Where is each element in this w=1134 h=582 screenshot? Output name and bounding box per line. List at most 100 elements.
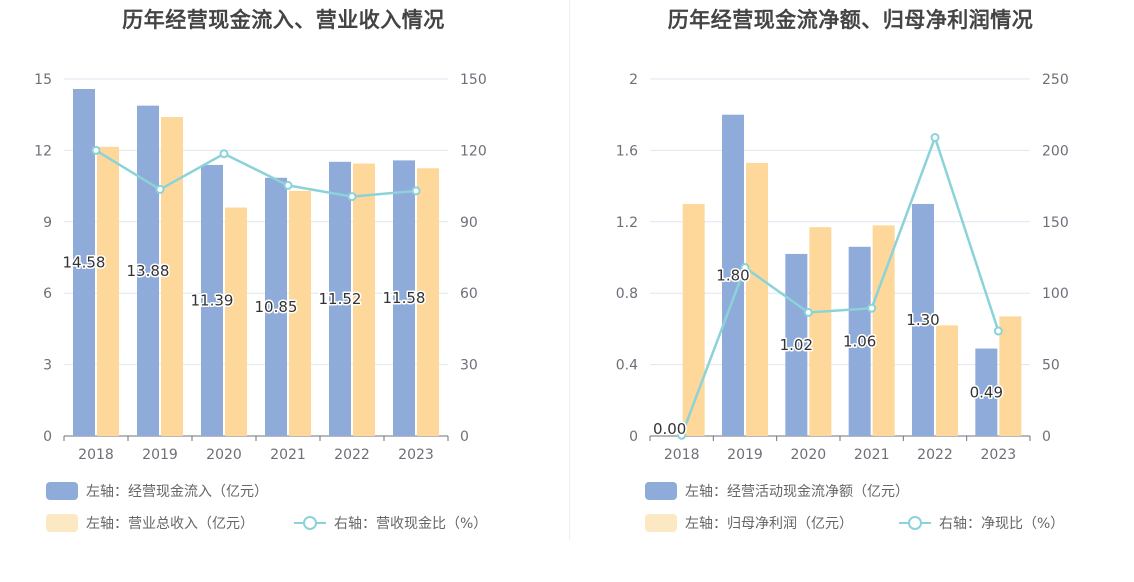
bar-series1 [975,348,998,436]
bar-series2 [161,117,183,436]
y-tick-left: 1.2 [616,215,638,231]
line-point [91,145,101,155]
y-tick-right: 30 [460,358,478,374]
chart-plot-left: 0 0 3 30 6 60 9 90 12 120 15 150 2018 2019 2020 2021 202… [34,72,487,463]
legend-swatch-bar1 [46,482,78,500]
y-tick-right: 0 [1042,429,1051,445]
chart-title: 历年经营现金流入、营业收入情况 [122,8,445,32]
line-point [740,262,750,272]
legend-item-line[interactable]: 右轴：营收现金比（%） [294,513,487,533]
bar-series1 [265,177,287,436]
chart-title: 历年经营现金流净额、归母净利润情况 [667,8,1034,32]
y-tick-left: 0.4 [616,358,638,374]
bar-series1 [722,114,744,436]
legend-label: 左轴：经营活动现金流净额（亿元） [685,484,909,500]
x-tick-label: 2020 [206,447,242,463]
x-tick-label: 2019 [142,447,178,463]
y-tick-left: 0.8 [616,286,638,302]
chart-plot-right: 0 0 0.4 50 0.8 100 1.2 150 1.6 200 2 250 2018 2019 202… [616,72,1069,463]
x-tick-label: 2023 [981,447,1017,463]
bar-series2 [289,190,311,436]
y-tick-right: 200 [1042,143,1069,159]
legend-label: 左轴：归母净利润（亿元） [685,516,853,532]
x-tick-label: 2023 [398,447,434,463]
y-tick-right: 100 [1042,286,1069,302]
data-label: 11.39 [191,291,234,309]
legend-item-bar2[interactable]: 左轴：归母净利润（亿元） [645,513,853,533]
bar-series2 [746,162,768,436]
legend-label: 右轴：净现比（%） [939,516,1065,532]
bar-series2 [682,203,705,436]
line-series [680,133,1000,436]
y-tick-left: 3 [43,358,52,374]
bar-series1 [393,160,415,436]
line-series [95,149,417,198]
bar-series2 [872,225,895,436]
line-point [867,303,877,313]
data-label: 1.30 [906,311,939,329]
bar-series2 [417,168,439,436]
bar-series2 [936,325,958,436]
y-tick-right: 0 [460,429,469,445]
legend-item-bar1[interactable]: 左轴：经营现金流入（亿元） [46,481,268,501]
legend-swatch-bar2 [645,514,677,532]
bar-series1 [329,161,351,436]
legend-label: 左轴：经营现金流入（亿元） [86,484,268,500]
legend-swatch-line [294,514,326,532]
line-point [283,180,293,190]
data-label: 11.58 [383,289,426,307]
y-tick-left: 6 [43,286,52,302]
panel-divider [569,0,570,540]
x-tick-label: 2022 [917,447,953,463]
bar-series2 [353,163,375,437]
x-tick-label: 2020 [791,447,827,463]
x-tick-label: 2021 [270,447,306,463]
bar-series2 [97,146,119,436]
line-point [993,326,1003,336]
x-tick-label: 2018 [664,447,700,463]
data-label: 13.88 [127,262,170,280]
y-tick-right: 120 [460,143,487,159]
y-tick-left: 2 [629,72,638,88]
bar-series1 [137,105,159,436]
bar-series1 [201,164,223,436]
line-point [347,192,357,202]
y-tick-left: 1.6 [616,143,638,159]
bar-series2 [999,316,1022,436]
legend-item-line[interactable]: 右轴：净现比（%） [899,513,1064,533]
data-label: 1.06 [843,332,876,350]
line-point [155,184,165,194]
chart-panel-right: 历年经营现金流净额、归母净利润情况 0 0 0.4 50 0.8 100 1.2 150 1.6… [567,0,1134,582]
data-label: 0.49 [970,383,1003,401]
line-point [411,186,421,196]
y-tick-right: 150 [460,72,487,88]
line-point [803,307,813,317]
legend-swatch-line [899,514,931,532]
line-point [677,430,687,440]
data-label: 11.52 [319,290,362,308]
legend-label: 左轴：营业总收入（亿元） [86,516,254,532]
bar-series1 [73,88,95,436]
legend-swatch-bar2 [46,514,78,532]
line-point [219,149,229,159]
data-label: 0.00 [653,420,686,438]
data-label: 14.58 [63,253,106,271]
legend-item-bar2[interactable]: 左轴：营业总收入（亿元） [46,513,254,533]
legend-item-bar1[interactable]: 左轴：经营活动现金流净额（亿元） [645,481,909,501]
y-tick-right: 90 [460,215,478,231]
bar-series2 [809,227,832,436]
x-tick-label: 2018 [78,447,114,463]
line-point [930,133,940,143]
y-tick-left: 9 [43,215,52,231]
y-tick-left: 0 [43,429,52,445]
x-tick-label: 2021 [854,447,890,463]
bar-series1 [848,246,871,436]
legend-swatch-bar1 [645,482,677,500]
y-tick-right: 50 [1042,358,1060,374]
data-label: 1.80 [716,266,749,284]
data-label: 1.02 [780,336,813,354]
bar-series1 [912,203,934,436]
y-tick-left: 15 [34,72,52,88]
y-tick-right: 60 [460,286,478,302]
y-tick-left: 12 [34,143,52,159]
